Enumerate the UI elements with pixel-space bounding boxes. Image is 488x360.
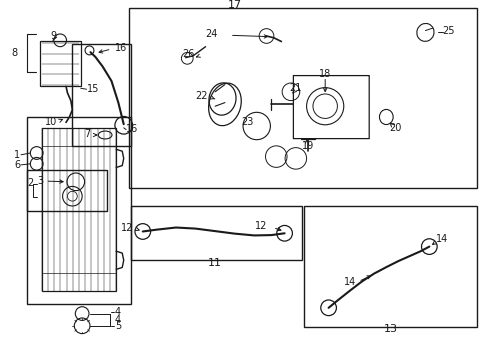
Text: 26: 26 bbox=[182, 49, 194, 59]
Text: 14: 14 bbox=[435, 234, 447, 244]
Text: 4: 4 bbox=[115, 307, 121, 318]
Bar bbox=[41, 128, 116, 291]
Text: 1: 1 bbox=[14, 150, 20, 160]
Text: 3: 3 bbox=[37, 176, 43, 186]
Text: 22: 22 bbox=[195, 91, 207, 102]
Text: 23: 23 bbox=[240, 117, 253, 127]
Text: 6: 6 bbox=[14, 160, 20, 170]
Text: 15: 15 bbox=[87, 84, 99, 94]
Text: 16: 16 bbox=[125, 124, 138, 134]
Text: 4: 4 bbox=[115, 315, 121, 325]
Text: 20: 20 bbox=[388, 123, 401, 133]
Text: 14: 14 bbox=[343, 276, 355, 287]
Text: 24: 24 bbox=[205, 29, 217, 39]
Bar bbox=[27, 170, 106, 211]
Bar bbox=[72, 44, 131, 146]
Bar bbox=[27, 117, 131, 304]
Text: 17: 17 bbox=[227, 0, 241, 10]
Text: 25: 25 bbox=[442, 26, 454, 36]
Text: 21: 21 bbox=[289, 83, 302, 93]
Text: 19: 19 bbox=[301, 141, 314, 151]
Bar bbox=[128, 8, 476, 188]
Text: 5: 5 bbox=[115, 321, 121, 331]
Text: 16: 16 bbox=[115, 42, 127, 53]
Bar bbox=[40, 41, 81, 86]
Text: 18: 18 bbox=[318, 69, 331, 79]
Text: 11: 11 bbox=[208, 258, 222, 268]
Bar bbox=[304, 206, 476, 327]
Text: 7: 7 bbox=[84, 129, 90, 139]
Text: 12: 12 bbox=[121, 222, 133, 233]
Text: 8: 8 bbox=[12, 48, 18, 58]
Text: 10: 10 bbox=[45, 117, 58, 127]
Bar bbox=[131, 206, 302, 260]
Text: 13: 13 bbox=[384, 324, 397, 334]
Text: 9: 9 bbox=[50, 31, 56, 41]
Text: 2: 2 bbox=[27, 178, 33, 188]
Text: 12: 12 bbox=[255, 221, 267, 231]
